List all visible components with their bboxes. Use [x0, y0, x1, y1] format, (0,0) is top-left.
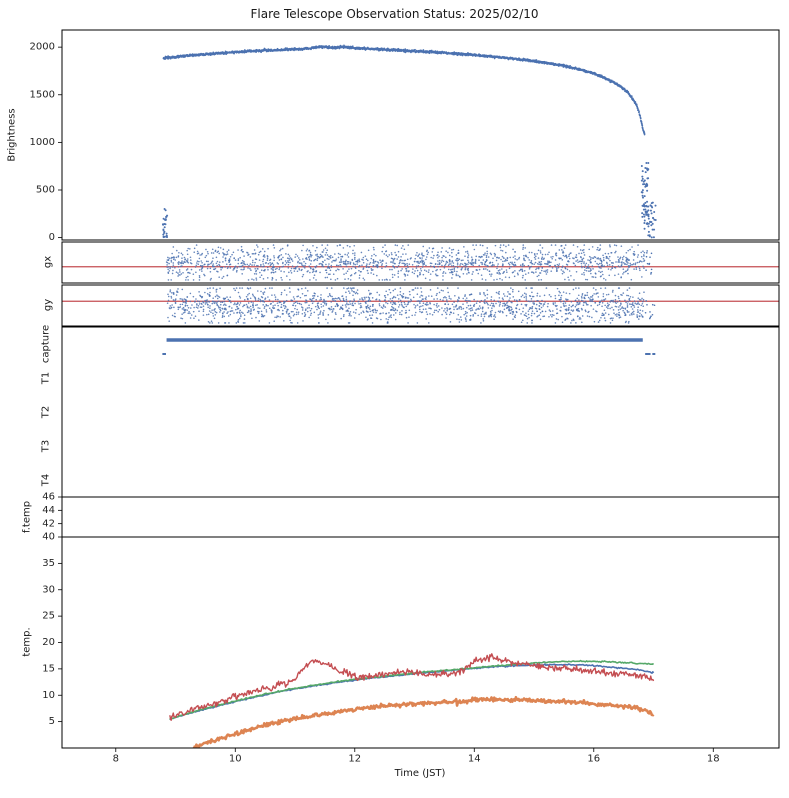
- y-axis-label-gx: gx: [42, 255, 54, 269]
- y-axis-label-ftemp: f.temp: [21, 500, 33, 534]
- y-axis-label-capture: capture: [40, 324, 52, 364]
- y-axis-label-t1: T1: [40, 371, 52, 385]
- y-axis-label-temp: temp.: [21, 627, 33, 657]
- y-axis-label-t4: T4: [40, 473, 52, 487]
- y-axis-label-brightness: Brightness: [6, 108, 18, 162]
- y-axis-label-t3: T3: [40, 439, 52, 453]
- x-axis-label: Time (JST): [394, 768, 446, 779]
- y-axis-label-gy: gy: [42, 298, 54, 312]
- y-axis-label-t2: T2: [40, 405, 52, 419]
- chart-title: Flare Telescope Observation Status: 2025…: [250, 7, 539, 21]
